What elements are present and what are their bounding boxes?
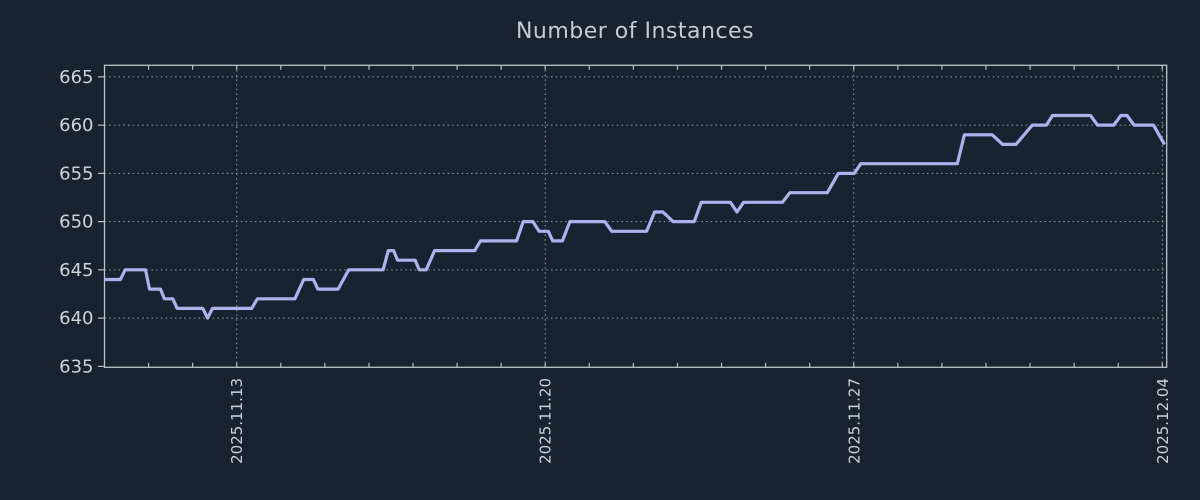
y-axis-tick-label: 655	[59, 163, 93, 184]
y-axis-tick-label: 635	[59, 356, 93, 377]
x-axis-tick-label: 2025.12.04	[1154, 378, 1172, 464]
chart-title: Number of Instances	[516, 19, 754, 44]
x-axis-tick-label: 2025.11.27	[845, 378, 863, 464]
y-axis-tick-label: 640	[59, 308, 93, 329]
x-axis-tick-label: 2025.11.13	[228, 378, 246, 464]
y-axis-tick-label: 645	[59, 260, 93, 281]
plot-frame	[103, 64, 1168, 368]
x-axis-tick-label: 2025.11.20	[537, 378, 555, 464]
y-axis-tick-label: 665	[59, 67, 93, 88]
plot-area: 635 640 645 650 655 660 665 2025.11.13 2025.11.2…	[59, 64, 1172, 464]
data-series-line	[104, 113, 1166, 320]
y-axis-tick-label: 650	[59, 212, 93, 233]
y-axis-tick-label: 660	[59, 115, 93, 136]
